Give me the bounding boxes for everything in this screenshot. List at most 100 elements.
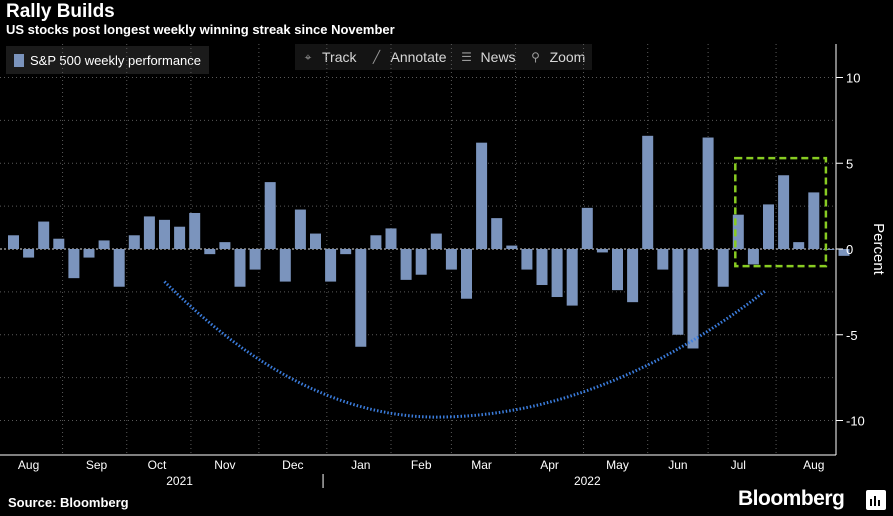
chart-subtitle: US stocks post longest weekly winning st… xyxy=(6,22,395,37)
bar-week-6 xyxy=(83,249,95,258)
track-label: Track xyxy=(322,49,357,65)
bar-week-19 xyxy=(279,249,291,282)
bar-week-35 xyxy=(521,249,533,270)
y-axis-label: Percent xyxy=(870,223,887,276)
x-month-label: Apr xyxy=(540,458,559,472)
y-tick-label: 0 xyxy=(846,242,853,257)
x-year-label: 2022 xyxy=(574,474,601,488)
x-month-label: May xyxy=(606,458,629,472)
bar-week-28 xyxy=(415,249,427,275)
bar-week-36 xyxy=(536,249,548,286)
bar-week-52 xyxy=(778,175,790,249)
news-label: News xyxy=(480,49,516,65)
y-tick-label: 5 xyxy=(846,156,853,171)
bar-week-2 xyxy=(23,249,35,258)
bloomberg-icon xyxy=(866,490,886,510)
y-tick-label: 10 xyxy=(846,71,860,86)
bar-week-31 xyxy=(461,249,472,299)
annotate-label: Annotate xyxy=(390,49,447,65)
x-month-label: Mar xyxy=(471,458,492,472)
bar-week-54 xyxy=(808,192,820,249)
bar-week-32 xyxy=(476,142,488,249)
bar-week-7 xyxy=(98,240,110,249)
bar-week-22 xyxy=(325,249,337,282)
bar-week-40 xyxy=(596,249,608,253)
x-month-label: Sep xyxy=(86,458,108,472)
x-month-label: Dec xyxy=(282,458,303,472)
bar-week-33 xyxy=(491,218,503,249)
axes: 10 5 0 -5 -10 Aug Sep Oct Nov Dec Jan Feb Mar Apr May J… xyxy=(0,44,865,488)
x-month-label: Nov xyxy=(214,458,235,472)
brand-logo: Bloomberg xyxy=(738,487,845,510)
legend-label: S&P 500 weekly performance xyxy=(30,52,202,68)
y-tick-label: -5 xyxy=(846,328,858,343)
bar-week-56 xyxy=(838,249,850,256)
bar-week-5 xyxy=(68,249,80,279)
bar-week-1 xyxy=(8,235,19,249)
bar-week-45 xyxy=(672,249,684,335)
bar-week-9 xyxy=(128,235,140,249)
track-button[interactable]: ⌖ Track xyxy=(295,44,363,70)
bar-week-30 xyxy=(445,249,457,270)
news-button[interactable]: ☰ News xyxy=(454,44,523,70)
bar-week-12 xyxy=(174,226,186,249)
bar-week-21 xyxy=(310,233,321,249)
bar-week-46 xyxy=(687,249,699,349)
bar-week-47 xyxy=(702,137,714,249)
news-icon: ☰ xyxy=(461,50,472,64)
bar-week-44 xyxy=(657,249,669,270)
legend-swatch xyxy=(14,53,24,67)
bar-week-41 xyxy=(612,249,623,291)
bar-week-49 xyxy=(732,214,744,249)
search-icon: ⚲ xyxy=(531,50,540,64)
annotations xyxy=(163,156,828,419)
bar-week-11 xyxy=(159,219,170,249)
bar-week-4 xyxy=(53,238,65,249)
bar-week-37 xyxy=(551,249,563,298)
x-month-label: Oct xyxy=(148,458,167,472)
bar-week-39 xyxy=(581,207,593,249)
bar-week-53 xyxy=(793,242,805,249)
bar-week-15 xyxy=(219,242,231,249)
bar-week-10 xyxy=(143,216,155,249)
bar-week-16 xyxy=(234,249,246,287)
bar-week-23 xyxy=(340,249,352,255)
x-month-label: Jan xyxy=(351,458,370,472)
pencil-icon: ╱ xyxy=(372,50,381,64)
bar-week-43 xyxy=(642,135,654,249)
bar-week-8 xyxy=(113,249,125,287)
x-month-label: Feb xyxy=(411,458,432,472)
bar-week-48 xyxy=(717,249,729,287)
bar-week-34 xyxy=(506,245,518,249)
chart-toolbar: ⌖ Track ╱ Annotate ☰ News ⚲ Zoom xyxy=(295,44,593,70)
bar-week-29 xyxy=(430,233,442,249)
x-month-label: Jul xyxy=(731,458,746,472)
x-month-label: Jun xyxy=(668,458,687,472)
bar-week-14 xyxy=(204,249,216,255)
bar-week-25 xyxy=(370,235,382,249)
bar-week-38 xyxy=(566,249,578,306)
bar-week-13 xyxy=(189,212,201,249)
bar-week-55 xyxy=(823,249,835,250)
bar-week-27 xyxy=(400,249,412,280)
zoom-button[interactable]: ⚲ Zoom xyxy=(523,44,593,70)
bar-series xyxy=(8,135,850,349)
bar-week-24 xyxy=(355,249,367,347)
bar-week-17 xyxy=(249,249,261,270)
legend[interactable]: S&P 500 weekly performance xyxy=(6,46,210,74)
bar-week-20 xyxy=(294,209,306,249)
x-month-label: Aug xyxy=(803,458,824,472)
bar-week-3 xyxy=(38,221,50,249)
annotate-button[interactable]: ╱ Annotate xyxy=(363,44,453,70)
bar-week-18 xyxy=(264,182,276,249)
y-tick-label: -10 xyxy=(846,414,865,429)
zoom-label: Zoom xyxy=(549,49,586,65)
crosshair-icon: ⌖ xyxy=(304,49,312,64)
bar-week-50 xyxy=(747,249,759,265)
x-month-label: Aug xyxy=(18,458,39,472)
bar-week-26 xyxy=(385,228,397,249)
bar-week-51 xyxy=(763,204,774,249)
source-note: Source: Bloomberg xyxy=(8,495,129,510)
trend-curve xyxy=(163,280,767,419)
